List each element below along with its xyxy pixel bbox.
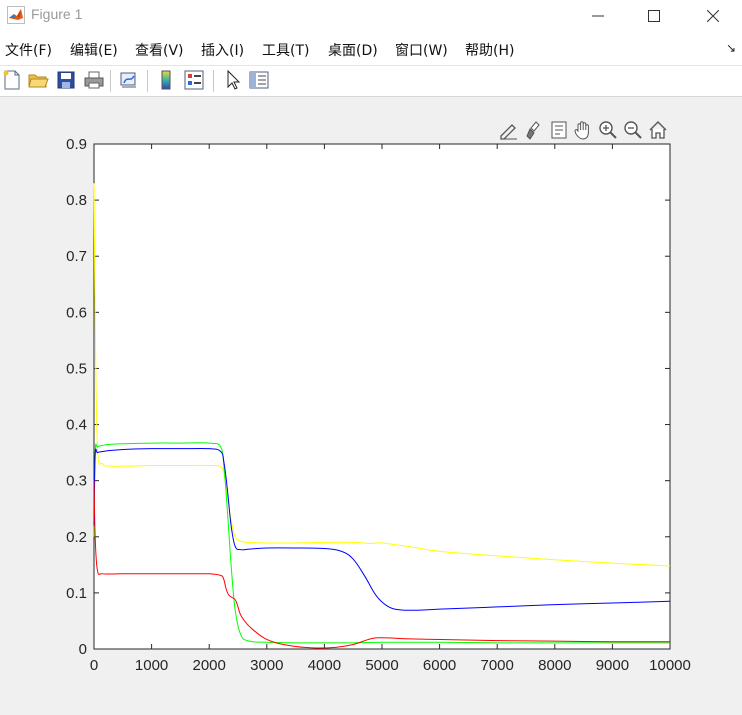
- series-line-0: [93, 183, 671, 567]
- matlab-logo-icon: [7, 6, 25, 24]
- edit-plot-pointer-icon[interactable]: [221, 69, 243, 91]
- menu-edit[interactable]: 编辑(E): [70, 43, 118, 59]
- menu-help[interactable]: 帮助(H): [465, 43, 515, 59]
- y-tick-label: 0.4: [66, 417, 87, 434]
- series-line-2: [93, 447, 671, 611]
- brush-icon[interactable]: [524, 119, 546, 141]
- toolbar-separator: [110, 70, 111, 92]
- menu-window[interactable]: 窗口(W): [395, 43, 448, 59]
- toolbar-separator: [213, 70, 214, 92]
- title-bar: Figure 1: [0, 0, 742, 32]
- x-tick-label: 6000: [423, 657, 456, 674]
- y-tick-label: 0.8: [66, 192, 87, 209]
- x-tick-label: 9000: [596, 657, 629, 674]
- figure-canvas: 0 1000 2000 3000 4000 5000 6000 7000 8000 9000 100…: [0, 97, 742, 715]
- figure-toolbar: [0, 66, 742, 97]
- menu-bar: 文件(F) 编辑(E) 查看(V) 插入(I) 工具(T) 桌面(D) 窗口(W…: [0, 32, 742, 66]
- x-tick-label: 2000: [193, 657, 226, 674]
- menu-insert[interactable]: 插入(I): [201, 43, 245, 59]
- y-tick-label: 0.3: [66, 473, 87, 490]
- y-tick-label: 0.5: [66, 360, 87, 377]
- x-tick-label: 8000: [538, 657, 571, 674]
- close-button[interactable]: [690, 0, 736, 32]
- menu-desktop[interactable]: 桌面(D): [328, 43, 378, 59]
- x-tick-label: 10000: [649, 657, 691, 674]
- print-icon[interactable]: [83, 69, 105, 91]
- x-tick-label: 7000: [481, 657, 514, 674]
- menu-view[interactable]: 查看(V): [135, 43, 184, 59]
- insert-legend-icon[interactable]: [183, 69, 205, 91]
- dock-arrow-icon[interactable]: ↘: [725, 41, 736, 55]
- menu-file[interactable]: 文件(F): [5, 43, 52, 59]
- property-inspector-icon[interactable]: [248, 69, 270, 91]
- zoom-in-icon[interactable]: [597, 119, 619, 141]
- open-file-icon[interactable]: [27, 69, 49, 91]
- x-tick-label: 3000: [250, 657, 283, 674]
- x-tick-label: 0: [90, 657, 98, 674]
- data-tip-icon[interactable]: [548, 119, 570, 141]
- y-tick-label: 0.7: [66, 248, 87, 265]
- home-icon[interactable]: [647, 119, 669, 141]
- line-chart[interactable]: 0 1000 2000 3000 4000 5000 6000 7000 8000 9000 100…: [0, 97, 742, 715]
- y-tick-label: 0.6: [66, 304, 87, 321]
- pan-icon[interactable]: [572, 119, 594, 141]
- x-tick-label: 4000: [308, 657, 341, 674]
- series-line-1: [93, 442, 670, 644]
- y-tick-label: 0.1: [66, 585, 87, 602]
- close-icon: [707, 10, 719, 22]
- plot-area: [93, 143, 671, 650]
- new-figure-icon[interactable]: [1, 69, 23, 91]
- zoom-out-icon[interactable]: [622, 119, 644, 141]
- window-title: Figure 1: [31, 6, 83, 22]
- maximize-button[interactable]: [631, 0, 677, 32]
- save-icon[interactable]: [55, 69, 77, 91]
- maximize-icon: [648, 10, 660, 22]
- edit-data-tip-icon[interactable]: [498, 119, 520, 141]
- y-tick-label: 0.2: [66, 529, 87, 546]
- series-line-3: [93, 480, 671, 649]
- minimize-icon: [592, 15, 604, 17]
- y-tick-label: 0.9: [66, 136, 87, 153]
- link-plot-icon[interactable]: [118, 69, 140, 91]
- minimize-button[interactable]: [575, 0, 621, 32]
- y-tick-label: 0: [79, 641, 87, 658]
- x-tick-label: 1000: [135, 657, 168, 674]
- toolbar-separator: [147, 70, 148, 92]
- insert-colorbar-icon[interactable]: [155, 69, 177, 91]
- menu-tools[interactable]: 工具(T): [262, 43, 310, 59]
- x-tick-label: 5000: [365, 657, 398, 674]
